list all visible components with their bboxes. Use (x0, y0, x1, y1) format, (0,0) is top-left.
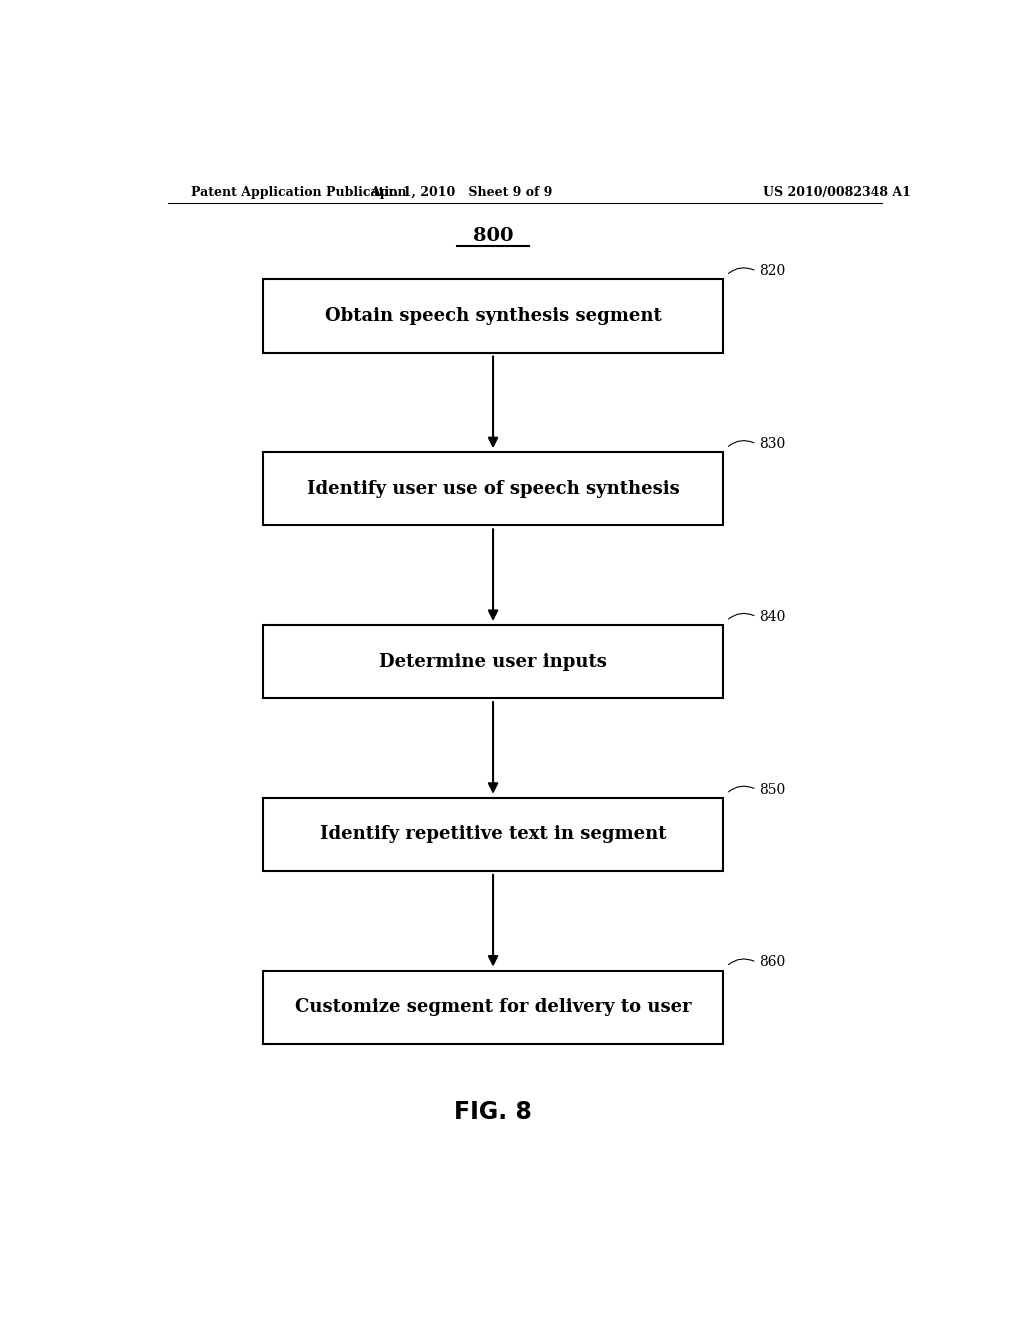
Text: 830: 830 (759, 437, 785, 451)
Text: Patent Application Publication: Patent Application Publication (191, 186, 407, 199)
Bar (263, 280, 723, 352)
Text: Identify user use of speech synthesis: Identify user use of speech synthesis (306, 479, 680, 498)
Bar (263, 624, 723, 698)
Text: FIG. 8: FIG. 8 (454, 1100, 532, 1123)
Bar (263, 797, 723, 871)
Text: US 2010/0082348 A1: US 2010/0082348 A1 (763, 186, 910, 199)
Text: Determine user inputs: Determine user inputs (379, 652, 607, 671)
Text: Identify repetitive text in segment: Identify repetitive text in segment (319, 825, 667, 843)
Text: Customize segment for delivery to user: Customize segment for delivery to user (295, 998, 691, 1016)
Text: Apr. 1, 2010   Sheet 9 of 9: Apr. 1, 2010 Sheet 9 of 9 (370, 186, 553, 199)
Text: 820: 820 (759, 264, 785, 279)
Text: 840: 840 (759, 610, 785, 624)
Text: 800: 800 (473, 227, 513, 244)
Text: 850: 850 (759, 783, 785, 796)
Bar (263, 453, 723, 525)
Text: 860: 860 (759, 956, 785, 969)
Text: Obtain speech synthesis segment: Obtain speech synthesis segment (325, 308, 662, 325)
Bar (263, 970, 723, 1044)
